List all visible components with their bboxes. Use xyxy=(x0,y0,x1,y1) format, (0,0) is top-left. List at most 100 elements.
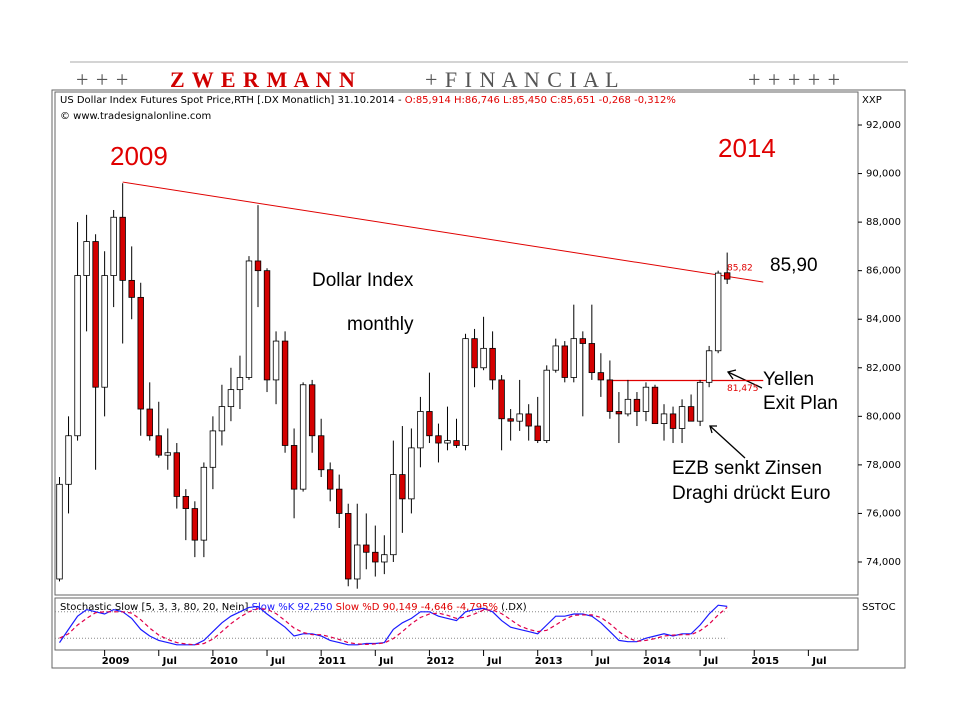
candle-body xyxy=(137,296,144,410)
arrow-head xyxy=(726,369,737,380)
candle-body xyxy=(678,406,686,429)
header-title: US Dollar Index Futures Spot Price,RTH [… xyxy=(60,95,676,106)
candle-body xyxy=(363,544,370,553)
candle-body xyxy=(209,430,217,468)
candle-body xyxy=(227,389,235,408)
axis-name: XXP xyxy=(862,95,882,106)
stoch-line xyxy=(59,606,728,646)
copyright: © www.tradesignalonline.com xyxy=(60,111,211,122)
candle-body xyxy=(633,398,641,412)
candle-body xyxy=(606,379,614,412)
annotation: 2014 xyxy=(718,133,776,163)
candle-body xyxy=(660,413,668,425)
banner-plus: + + + + + xyxy=(748,67,841,92)
candle-body xyxy=(119,216,126,281)
candle-body xyxy=(705,350,713,383)
candle-body xyxy=(308,384,316,437)
candle-body xyxy=(254,260,262,272)
candle-body xyxy=(56,483,63,580)
candle-body xyxy=(101,275,108,388)
candle-body xyxy=(191,508,199,541)
candle-body xyxy=(299,384,307,490)
candle-body xyxy=(245,260,253,378)
candle-body xyxy=(336,488,343,514)
x-tick-label: 2014 xyxy=(643,656,671,667)
y-tick-label: 82,000 xyxy=(866,363,901,374)
candle-body xyxy=(525,413,532,427)
candle-body xyxy=(696,381,704,422)
candle-body xyxy=(65,435,72,485)
banner-financial: + F I N A N C I A L xyxy=(425,67,619,92)
candle-body xyxy=(552,345,559,371)
price-panel xyxy=(54,91,859,596)
candle-body xyxy=(723,272,731,280)
annotation: 85,90 xyxy=(770,255,818,276)
x-tick-label: 2012 xyxy=(427,656,455,667)
annotation: Dollar Index xyxy=(312,270,414,291)
candle-body xyxy=(290,445,298,490)
candle-body xyxy=(173,452,181,497)
level-label: 81,475 xyxy=(727,384,759,394)
candle-body xyxy=(164,452,171,456)
x-tick-label: 2013 xyxy=(535,656,563,667)
candle-body xyxy=(74,275,81,437)
x-tick-label: Jul xyxy=(703,656,718,667)
candle-body xyxy=(597,372,605,381)
candle-body xyxy=(669,413,677,429)
trendline-label: 85,82 xyxy=(727,264,753,274)
candle-body xyxy=(110,216,117,276)
stoch-title: Stochastic Slow [5, 3, 3, 80, 20, Nein] … xyxy=(60,602,527,613)
candle-body xyxy=(471,338,478,369)
annotation: monthly xyxy=(347,314,414,335)
candle-body xyxy=(588,343,596,374)
candle-body xyxy=(399,474,406,500)
candle-body xyxy=(326,469,334,490)
annotation: Yellen xyxy=(763,369,814,390)
candle-body xyxy=(543,369,550,442)
y-tick-label: 78,000 xyxy=(866,460,901,471)
candle-body xyxy=(146,408,153,437)
candle-body xyxy=(534,425,541,442)
y-tick-label: 80,000 xyxy=(866,411,901,422)
trendline xyxy=(122,181,764,283)
candle-body xyxy=(435,435,442,444)
candle-body xyxy=(372,551,379,563)
candle-body xyxy=(570,338,577,378)
stoch-src: (.DX) xyxy=(501,602,527,613)
x-tick-label: Jul xyxy=(378,656,393,667)
candle-body xyxy=(92,241,99,388)
y-tick-label: 74,000 xyxy=(866,557,901,568)
y-tick-label: 90,000 xyxy=(866,169,901,180)
candle-body xyxy=(182,496,190,509)
x-tick-label: Jul xyxy=(162,656,177,667)
candle-body xyxy=(714,272,722,352)
candle-body xyxy=(507,418,514,422)
candle-body xyxy=(390,474,397,556)
candle-body xyxy=(236,377,244,391)
annotation: Exit Plan xyxy=(763,393,838,414)
candle-body xyxy=(155,435,162,456)
candle-body xyxy=(83,241,90,276)
candle-body xyxy=(128,279,135,298)
x-tick-label: Jul xyxy=(595,656,610,667)
candle-body xyxy=(444,440,451,444)
candle-body xyxy=(480,347,487,369)
candle-body xyxy=(281,340,289,446)
candle-body xyxy=(381,554,388,563)
header-quote: O:85,914 H:86,746 L:85,450 C:85,651 -0,2… xyxy=(405,95,676,106)
candle-body xyxy=(417,411,424,449)
candle-body xyxy=(687,406,695,422)
candle-body xyxy=(218,406,226,432)
y-tick-label: 92,000 xyxy=(866,120,901,131)
candle-body xyxy=(453,440,460,446)
y-tick-label: 86,000 xyxy=(866,266,901,277)
x-tick-label: Jul xyxy=(811,656,826,667)
candle-body xyxy=(317,435,325,471)
x-tick-label: Jul xyxy=(270,656,285,667)
candle-body xyxy=(354,544,361,580)
candle-body xyxy=(263,270,271,381)
banner-plus: + + + xyxy=(76,67,129,92)
x-tick-label: 2011 xyxy=(318,656,346,667)
candle-body xyxy=(200,466,208,541)
